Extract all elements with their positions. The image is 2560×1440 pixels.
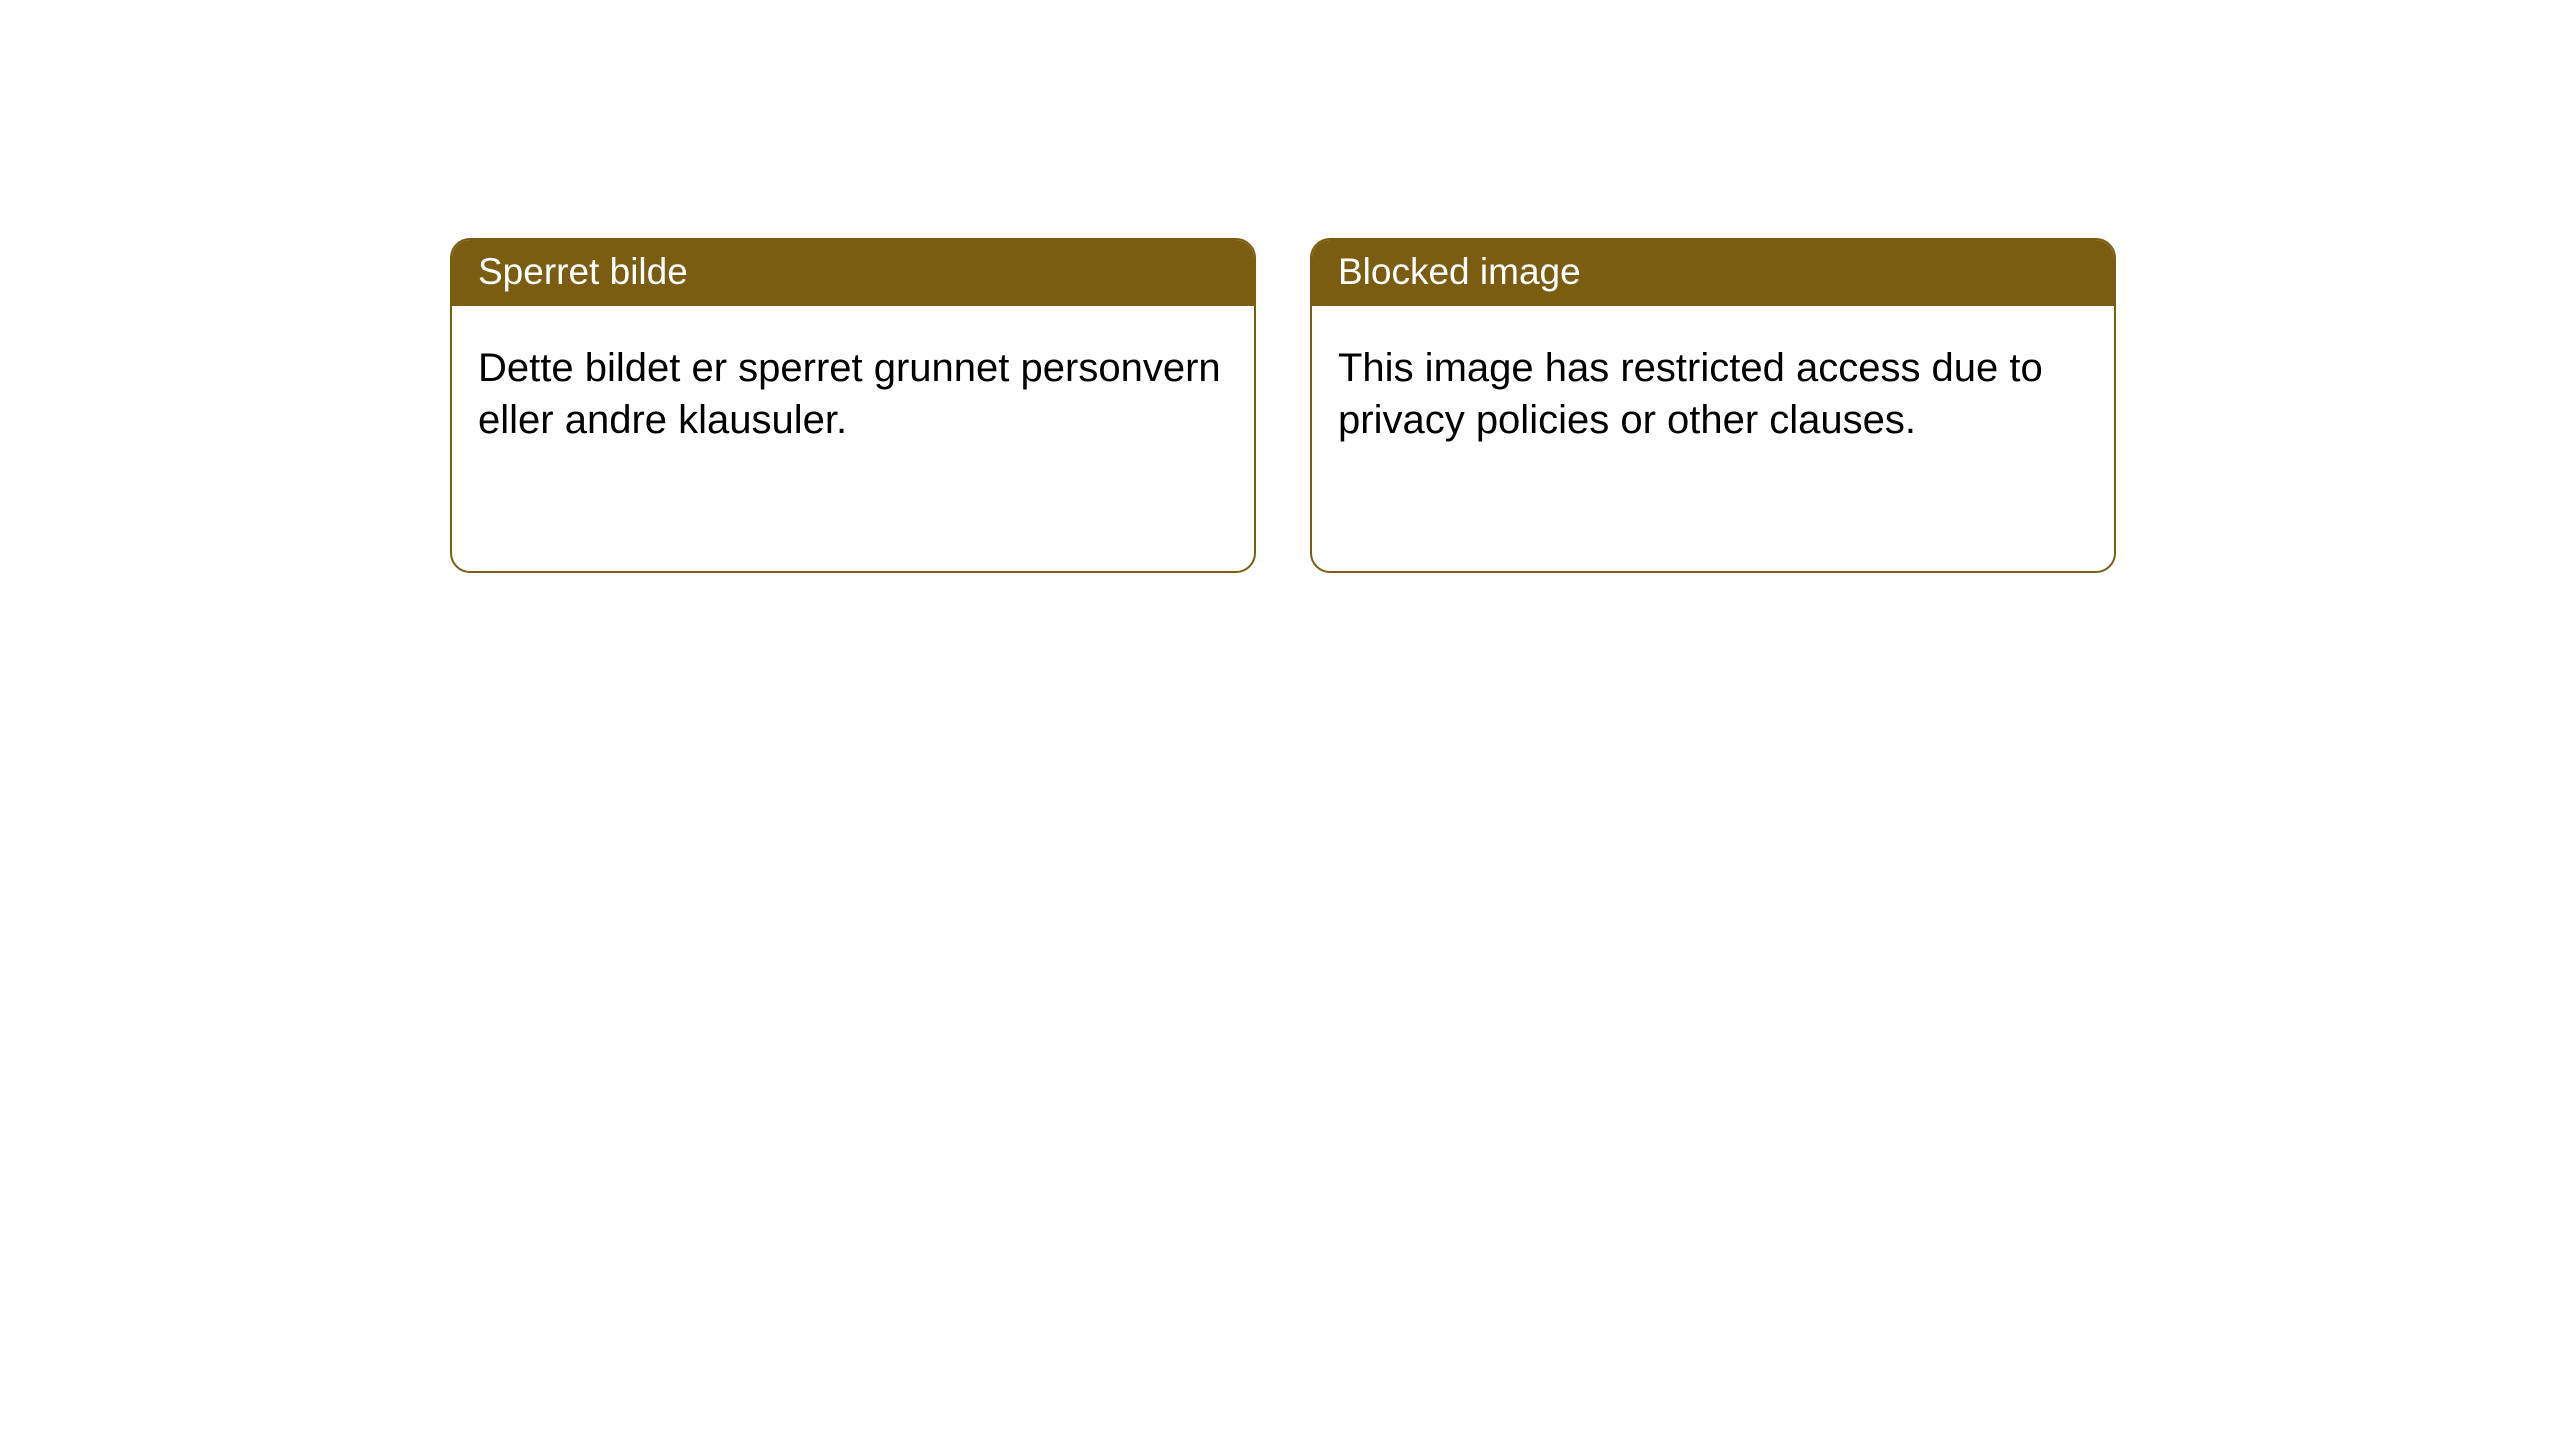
card-message: Dette bildet er sperret grunnet personve… [478, 346, 1221, 442]
card-header-english: Blocked image [1312, 240, 2114, 306]
card-title: Sperret bilde [478, 251, 688, 292]
notice-cards-container: Sperret bilde Dette bildet er sperret gr… [0, 0, 2560, 573]
card-header-norwegian: Sperret bilde [452, 240, 1254, 306]
card-body-english: This image has restricted access due to … [1312, 306, 2114, 466]
blocked-image-card-norwegian: Sperret bilde Dette bildet er sperret gr… [450, 238, 1256, 573]
card-title: Blocked image [1338, 251, 1581, 292]
card-message: This image has restricted access due to … [1338, 346, 2043, 442]
blocked-image-card-english: Blocked image This image has restricted … [1310, 238, 2116, 573]
card-body-norwegian: Dette bildet er sperret grunnet personve… [452, 306, 1254, 466]
